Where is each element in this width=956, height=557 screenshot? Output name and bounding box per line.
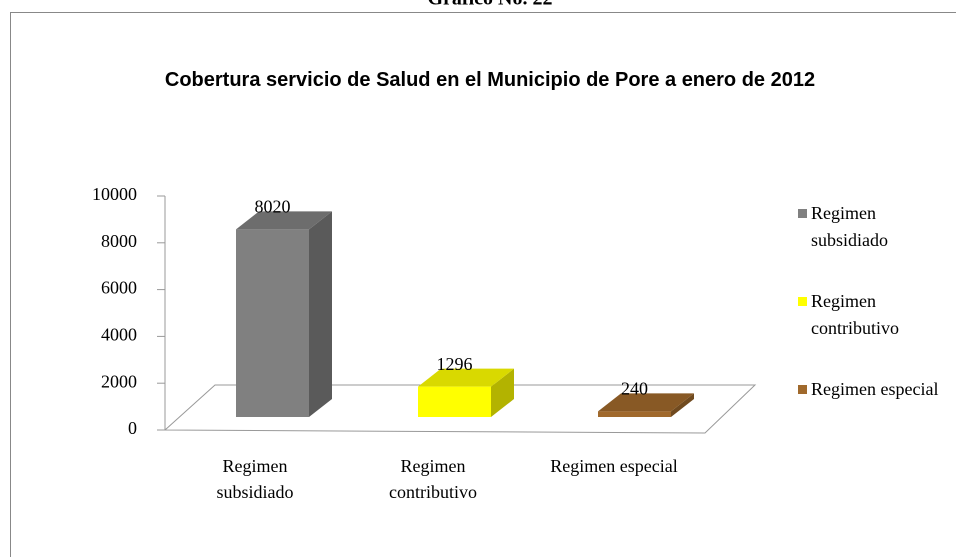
y-tick-label: 2000 (101, 371, 137, 391)
bar-front (598, 411, 671, 417)
legend-label: Regimen subsidiado (811, 203, 889, 250)
x-tick-label: Regimen contributivo (389, 456, 477, 502)
bar (236, 211, 332, 417)
x-tick-label: Regimen subsidiado (216, 456, 294, 502)
y-tick-label: 6000 (101, 278, 137, 298)
bar-top (598, 393, 694, 412)
x-tick-label: Regimen especial (550, 456, 678, 476)
value-label: 1296 (437, 354, 473, 374)
bar-front (418, 386, 491, 417)
bar-top (236, 211, 332, 230)
bar-top (418, 368, 514, 387)
floor (163, 384, 757, 434)
chart-title: Cobertura servicio de Salud en el Munici… (164, 69, 816, 91)
bar-side (491, 368, 514, 417)
bar-front (236, 229, 309, 417)
value-label: 240 (621, 379, 648, 399)
y-tick-label: 10000 (92, 184, 137, 204)
y-tick-label: 4000 (101, 325, 137, 345)
bar-side (671, 393, 694, 417)
legend-label: Regimen especial (811, 379, 939, 399)
legend-swatch (798, 209, 807, 218)
bar (598, 393, 694, 417)
bar (418, 368, 514, 417)
legend-label: Regimen contributivo (811, 291, 899, 338)
legend-swatch (798, 385, 807, 394)
y-tick-label: 0 (128, 418, 137, 438)
y-tick-label: 8000 (101, 231, 137, 251)
legend-swatch (798, 297, 807, 306)
bar-side (309, 211, 332, 417)
chart-border (10, 12, 956, 557)
value-label: 8020 (255, 196, 291, 216)
heading: Gráfico No. 22 (428, 0, 553, 10)
